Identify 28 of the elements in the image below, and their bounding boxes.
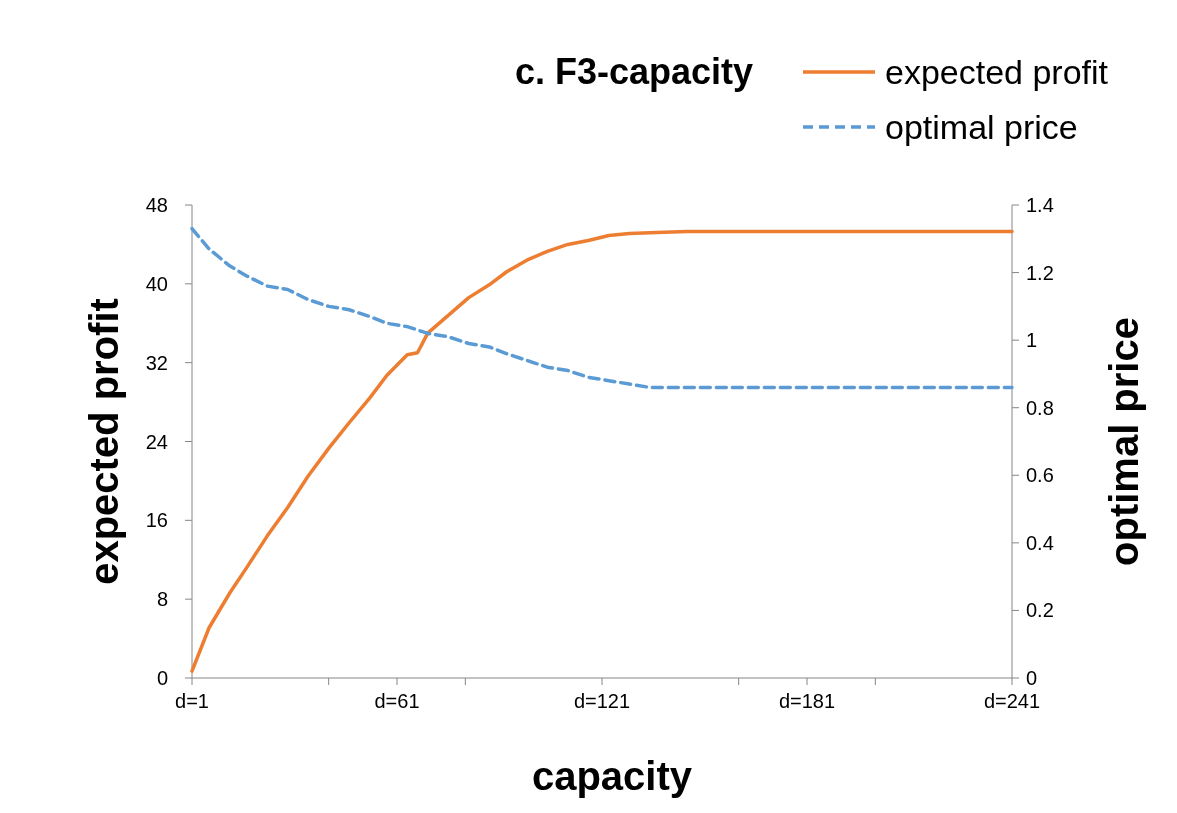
y2-tick-label: 0.8 (1026, 396, 1054, 419)
x-tick-label: d=241 (983, 690, 1041, 712)
x-axis-title: capacity (531, 754, 693, 798)
y2-tick-label: 0.6 (1026, 464, 1054, 487)
x-tick-label: d=61 (374, 690, 420, 712)
legend-label: optimal price (885, 108, 1078, 146)
y-tick-label: 32 (145, 351, 168, 374)
y-tick-label: 40 (145, 272, 168, 295)
x-tick-label: d=1 (175, 690, 209, 712)
y2-tick-label: 1.2 (1026, 261, 1054, 284)
y2-tick-label: 1 (1026, 329, 1038, 352)
legend-label: expected profit (885, 53, 1109, 91)
y2-axis-title: optimal price (1102, 317, 1146, 566)
chart-title: c. F3-capacity (514, 51, 753, 92)
y2-tick-label: 0.2 (1026, 599, 1054, 622)
y2-tick-label: 0 (1026, 667, 1038, 689)
y2-tick-label: 0.4 (1026, 531, 1054, 554)
y-axis-title: expected profit (82, 298, 126, 585)
y-tick-label: 16 (145, 509, 168, 532)
line-series (190, 226, 1014, 390)
y-tick-label: 24 (145, 430, 168, 453)
y-tick-label: 8 (156, 588, 168, 611)
y2-tick-label: 1.4 (1026, 194, 1054, 216)
y-tick-label: 48 (145, 194, 168, 216)
y-tick-label: 0 (156, 667, 168, 689)
line-series (190, 229, 1014, 673)
x-tick-label: d=181 (778, 690, 836, 712)
x-tick-label: d=121 (573, 690, 631, 712)
